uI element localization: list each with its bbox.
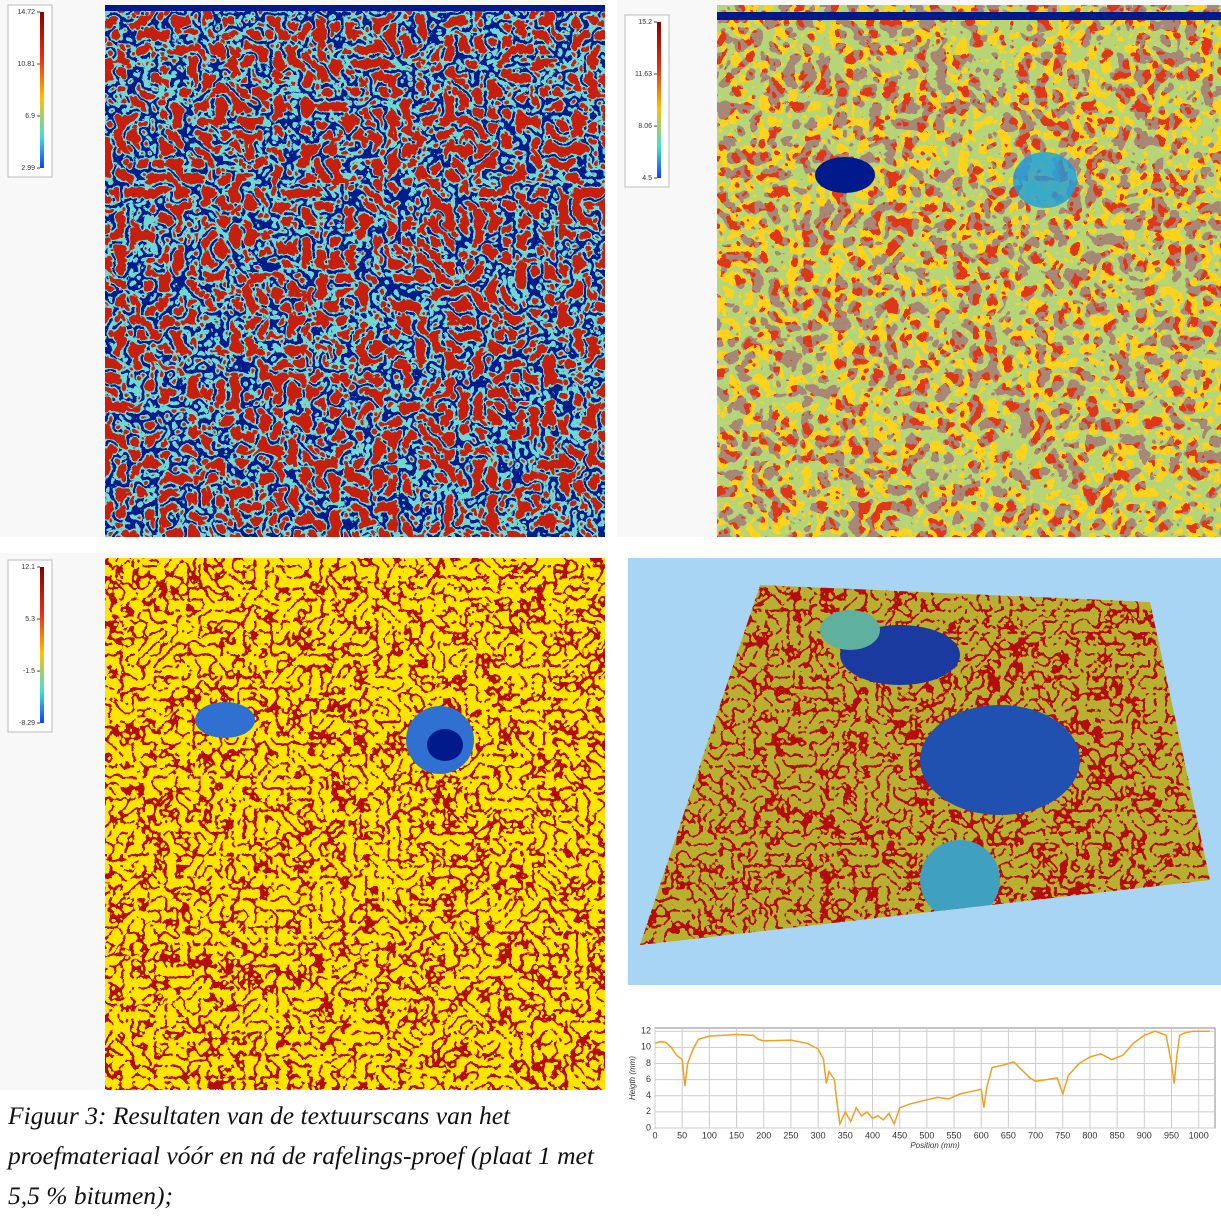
x-tick-label: 300 [811,1130,826,1140]
colorbar-tick-label: -8.29 [19,720,35,727]
colorbar-box [7,4,53,178]
x-axis-label: Position (mm) [910,1141,960,1150]
colorbar [40,12,44,168]
x-tick-label: 250 [783,1130,798,1140]
x-tick-label: 900 [1137,1130,1152,1140]
caption: Figuur 3: Resultaten van de textuurscans… [8,1101,594,1210]
y-tick-label: 2 [646,1106,651,1116]
colorbar-box [624,14,670,188]
colorbar [40,567,44,723]
colorbar-tick-label: 14.72 [17,9,35,16]
heatmap-blob [427,729,463,761]
plot-area [654,1027,1216,1129]
colorbar-tick-label: 5.3 [25,616,35,623]
x-tick-label: 100 [702,1130,717,1140]
render-blob [920,840,1000,920]
heatmap-edge [717,12,1221,20]
colorbar-tick-label: 11.63 [635,71,652,78]
x-tick-label: 200 [756,1130,771,1140]
x-tick-label: 1000 [1189,1130,1209,1140]
x-tick-label: 700 [1028,1130,1043,1140]
colorbar-tick-label: 2.99 [21,165,35,172]
x-tick-label: 350 [838,1130,853,1140]
y-tick-label: 10 [641,1042,651,1052]
colorbar-tick-label: 10.81 [17,61,35,68]
x-tick-label: 600 [974,1130,989,1140]
colorbar-tick-label: 4.5 [642,175,652,182]
heatmap-blob [815,157,875,193]
y-tick-label: 6 [646,1074,651,1084]
x-tick-label: 500 [919,1130,934,1140]
colorbar [657,22,661,178]
y-tick-label: 4 [646,1090,651,1100]
colorbar-box [7,559,53,733]
heatmap-texture [105,558,605,1090]
x-tick-label: 550 [947,1130,962,1140]
y-tick-label: 12 [641,1026,651,1036]
x-tick-label: 950 [1164,1130,1179,1140]
colorbar-tick-label: 15.2 [638,19,652,26]
x-tick-label: 450 [892,1130,907,1140]
x-tick-label: 150 [729,1130,744,1140]
y-tick-label: 0 [646,1122,651,1132]
data-line [654,1030,1210,1127]
heatmap-edge [105,5,605,11]
y-tick-label: 8 [646,1058,651,1068]
x-tick-label: 650 [1001,1130,1016,1140]
heatmap-texture [717,5,1221,537]
x-tick-label: 0 [652,1130,657,1140]
x-tick-label: 800 [1082,1130,1097,1140]
colorbar-tick-label: 6.9 [25,113,35,120]
heatmap-texture [105,5,605,537]
x-tick-label: 750 [1055,1130,1070,1140]
x-tick-label: 400 [865,1130,880,1140]
render-blob [920,705,1080,815]
x-tick-label: 50 [677,1130,687,1140]
colorbar-tick-label: 8.06 [638,123,652,130]
x-tick-label: 850 [1110,1130,1125,1140]
heatmap-blob [195,702,255,738]
render-blob [820,610,880,650]
colorbar-tick-label: -1.5 [23,668,35,675]
y-axis-label: Heigth (mm) [628,1056,637,1100]
colorbar-tick-label: 12.1 [21,564,35,571]
heatmap-blob [1013,152,1077,208]
